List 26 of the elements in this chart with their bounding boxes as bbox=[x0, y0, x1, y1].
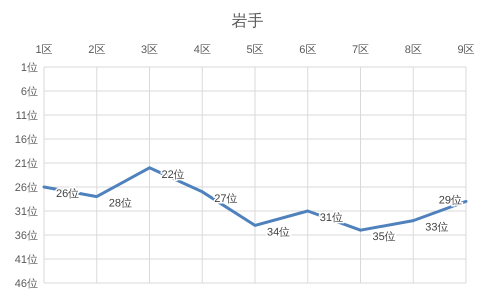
data-label: 27位 bbox=[214, 192, 238, 205]
y-tick-label: 36位 bbox=[14, 230, 38, 242]
data-label: 28位 bbox=[108, 198, 132, 210]
y-tick-label: 46位 bbox=[14, 278, 38, 290]
data-label: 35位 bbox=[372, 231, 396, 244]
x-tick-label: 3区 bbox=[140, 44, 158, 56]
y-tick-label: 16位 bbox=[14, 134, 38, 146]
data-label: 34位 bbox=[267, 226, 290, 238]
y-tick-label: 6位 bbox=[20, 86, 38, 98]
y-tick-label: 1位 bbox=[20, 62, 38, 74]
x-tick-label: 8区 bbox=[404, 44, 422, 56]
y-tick-label: 26位 bbox=[14, 182, 38, 194]
y-tick-label: 41位 bbox=[14, 254, 38, 266]
y-tick-label: 11位 bbox=[16, 110, 38, 122]
x-tick-label: 9区 bbox=[457, 44, 475, 56]
data-label: 33位 bbox=[425, 222, 448, 234]
x-tick-label: 5区 bbox=[246, 44, 264, 56]
chart-title: 岩手 bbox=[232, 12, 264, 30]
data-label: 29位 bbox=[438, 194, 462, 206]
x-tick-label: 4区 bbox=[194, 44, 211, 56]
y-tick-label: 31位 bbox=[14, 206, 38, 218]
x-tick-label: 6区 bbox=[299, 44, 316, 56]
x-tick-label: 7区 bbox=[352, 44, 370, 56]
x-tick-label: 2区 bbox=[88, 44, 106, 56]
y-tick-label: 21位 bbox=[14, 158, 38, 170]
x-tick-label: 1区 bbox=[35, 44, 53, 56]
